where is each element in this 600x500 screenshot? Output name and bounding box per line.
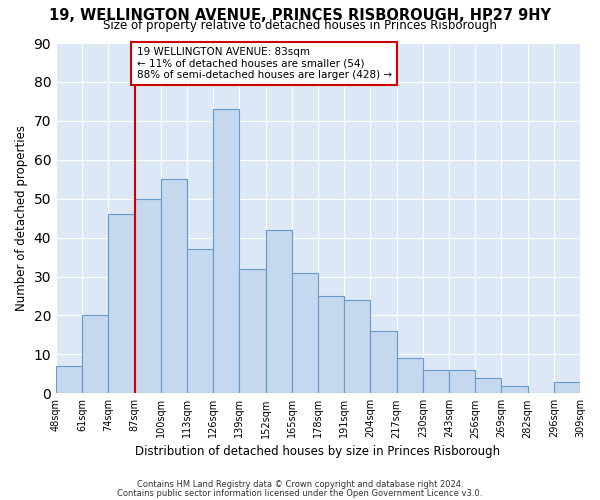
- Bar: [397, 358, 423, 394]
- Bar: [318, 296, 344, 394]
- Y-axis label: Number of detached properties: Number of detached properties: [15, 125, 28, 311]
- Text: 19, WELLINGTON AVENUE, PRINCES RISBOROUGH, HP27 9HY: 19, WELLINGTON AVENUE, PRINCES RISBOROUG…: [49, 8, 551, 22]
- Bar: [239, 269, 266, 394]
- Bar: [449, 370, 475, 394]
- X-axis label: Distribution of detached houses by size in Princes Risborough: Distribution of detached houses by size …: [136, 444, 500, 458]
- Bar: [187, 250, 213, 394]
- Bar: [475, 378, 502, 394]
- Bar: [502, 386, 527, 394]
- Bar: [134, 198, 161, 394]
- Text: Size of property relative to detached houses in Princes Risborough: Size of property relative to detached ho…: [103, 18, 497, 32]
- Text: Contains public sector information licensed under the Open Government Licence v3: Contains public sector information licen…: [118, 488, 482, 498]
- Bar: [554, 382, 580, 394]
- Bar: [56, 366, 82, 394]
- Text: Contains HM Land Registry data © Crown copyright and database right 2024.: Contains HM Land Registry data © Crown c…: [137, 480, 463, 489]
- Bar: [344, 300, 370, 394]
- Bar: [161, 179, 187, 394]
- Bar: [82, 316, 109, 394]
- Bar: [213, 109, 239, 394]
- Text: 19 WELLINGTON AVENUE: 83sqm
← 11% of detached houses are smaller (54)
88% of sem: 19 WELLINGTON AVENUE: 83sqm ← 11% of det…: [137, 47, 392, 80]
- Bar: [370, 331, 397, 394]
- Bar: [292, 272, 318, 394]
- Bar: [109, 214, 134, 394]
- Bar: [266, 230, 292, 394]
- Bar: [423, 370, 449, 394]
